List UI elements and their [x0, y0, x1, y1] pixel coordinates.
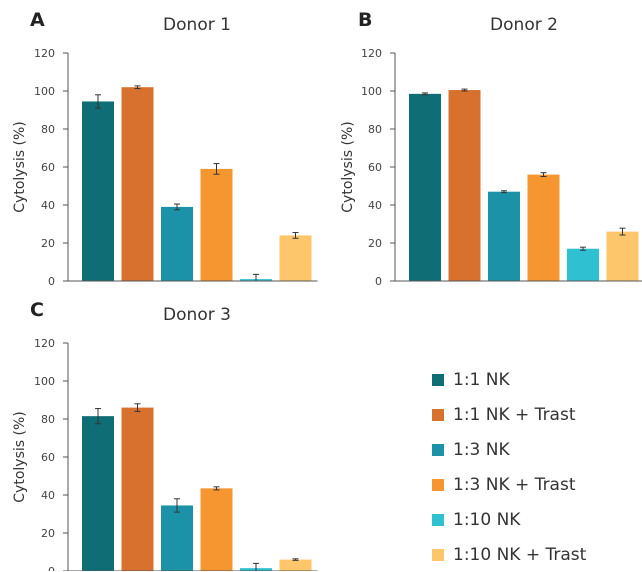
bar: [121, 87, 154, 281]
chart-panel: B Donor 2 Cytolysis (%) 0 20 40 60 80 100 120: [340, 9, 642, 288]
chart-panel: A Donor 1 Cytolysis (%) 0 20 40 60 80 100 120: [12, 9, 318, 288]
y-tick-label: 0: [375, 275, 382, 288]
bar: [567, 248, 599, 281]
y-axis-label: Cytolysis (%): [340, 121, 356, 212]
legend-swatch: [432, 548, 444, 561]
bar: [200, 168, 233, 281]
bar: [527, 174, 560, 281]
bar: [488, 191, 520, 281]
legend: 1:1 NK 1:1 NK + Trast 1:3 NK 1:3 NK + Tr…: [432, 362, 637, 572]
chart-title: Donor 3: [163, 305, 231, 325]
y-tick-label: 60: [368, 161, 382, 174]
y-tick-label: 80: [41, 123, 55, 136]
y-tick-label: 60: [41, 451, 55, 464]
y-tick-label: 80: [368, 123, 382, 136]
y-tick-label: 40: [368, 199, 382, 212]
bar: [279, 235, 312, 281]
legend-swatch: [432, 443, 444, 456]
y-tick-label: 40: [41, 489, 55, 502]
legend-item: 1:3 NK + Trast: [432, 467, 637, 502]
bar: [200, 488, 233, 571]
y-tick-label: 120: [34, 337, 55, 350]
legend-swatch: [432, 373, 444, 386]
y-tick-label: 40: [41, 199, 55, 212]
y-tick-label: 100: [34, 375, 55, 388]
legend-item: 1:1 NK: [432, 362, 637, 397]
y-tick-label: 20: [41, 527, 55, 540]
y-axis-label: Cytolysis (%): [12, 411, 28, 502]
y-tick-label: 0: [48, 275, 55, 288]
bar: [161, 206, 193, 281]
y-tick-label: 120: [34, 47, 55, 60]
bar: [409, 93, 441, 281]
legend-label: 1:10 NK + Trast: [453, 544, 587, 565]
chart-title: Donor 1: [163, 15, 231, 35]
panel-letter: B: [358, 9, 372, 31]
legend-label: 1:3 NK + Trast: [453, 474, 576, 495]
bar: [606, 231, 639, 281]
legend-label: 1:1 NK + Trast: [453, 404, 576, 425]
legend-item: 1:10 NK + Trast: [432, 537, 637, 572]
y-tick-label: 100: [361, 85, 382, 98]
y-tick-label: 0: [48, 565, 55, 571]
y-tick-label: 60: [41, 161, 55, 174]
bar: [279, 559, 312, 571]
bar: [448, 90, 481, 281]
bar: [82, 101, 114, 281]
legend-label: 1:10 NK: [453, 509, 521, 530]
chart-panel: C Donor 3 Cytolysis (%) 0 20 40 60 80 100 120: [12, 299, 318, 571]
panel-letter: C: [30, 299, 44, 321]
y-tick-label: 20: [368, 237, 382, 250]
legend-swatch: [432, 478, 444, 491]
y-tick-label: 20: [41, 237, 55, 250]
legend-label: 1:1 NK: [453, 369, 510, 390]
panel-letter: A: [30, 9, 45, 31]
y-tick-label: 100: [34, 85, 55, 98]
legend-label: 1:3 NK: [453, 439, 510, 460]
legend-item: 1:1 NK + Trast: [432, 397, 637, 432]
legend-item: 1:3 NK: [432, 432, 637, 467]
chart-title: Donor 2: [490, 15, 558, 35]
legend-swatch: [432, 408, 444, 421]
bar: [161, 505, 193, 571]
bar: [121, 407, 154, 571]
bar: [82, 416, 114, 571]
legend-item: 1:10 NK: [432, 502, 637, 537]
y-tick-label: 80: [41, 413, 55, 426]
y-axis-label: Cytolysis (%): [12, 121, 28, 212]
legend-swatch: [432, 513, 444, 526]
y-tick-label: 120: [361, 47, 382, 60]
